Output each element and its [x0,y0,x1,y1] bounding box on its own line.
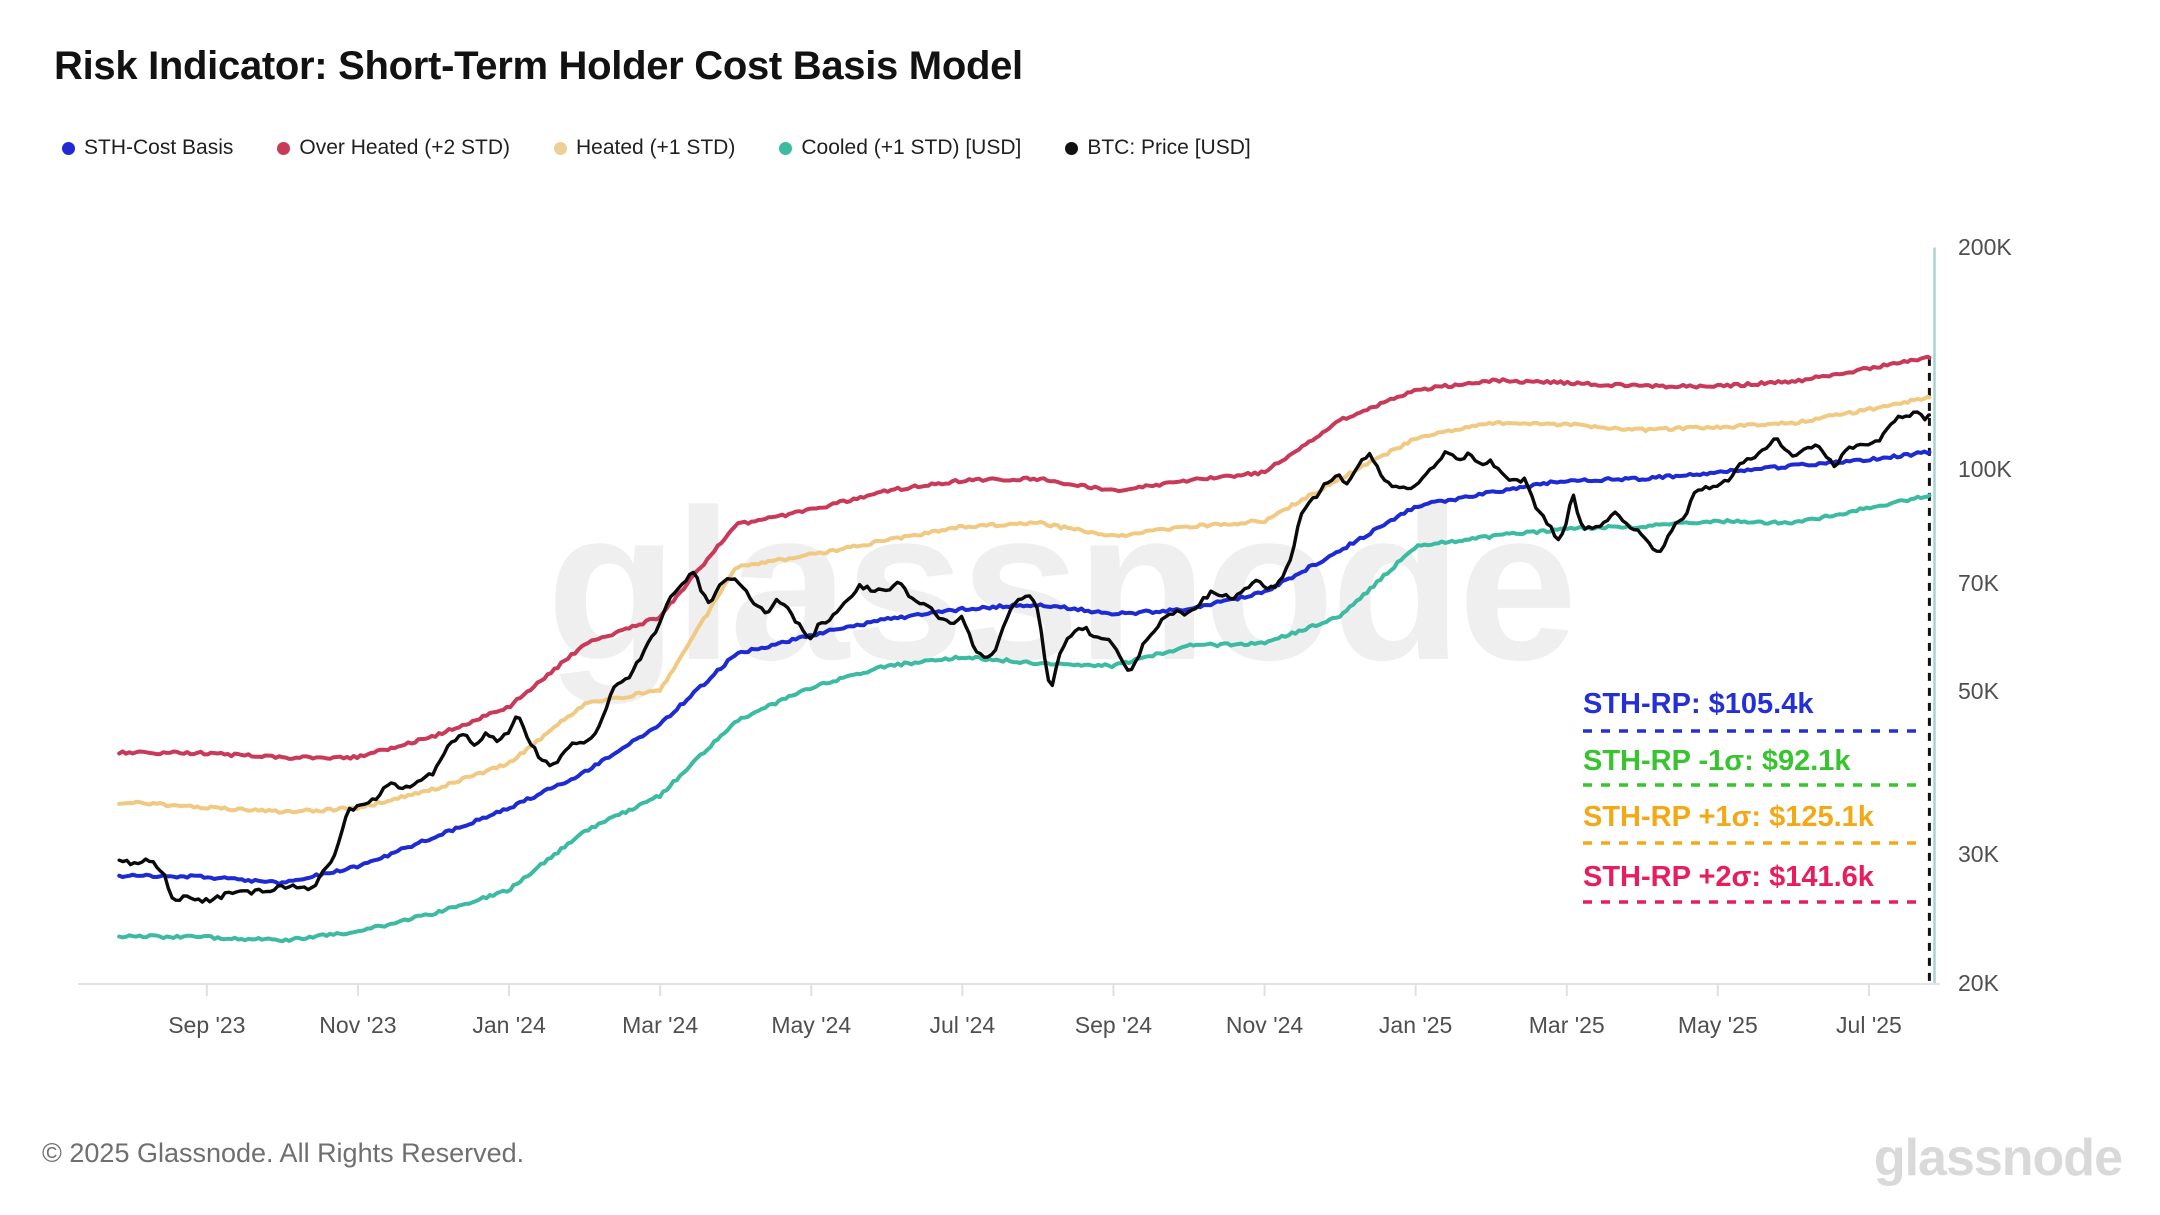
x-tick-label: Mar '24 [622,1012,699,1038]
annotation-sth-rp: STH-RP: $105.4k [1583,688,1814,720]
x-tick-label: Mar '25 [1528,1012,1605,1038]
y-tick-label: 20K [1958,970,1999,997]
legend-item-2[interactable]: Heated (+1 STD) [554,136,735,160]
y-tick-label: 50K [1958,677,1999,704]
series-btc-price-usd- [117,410,1932,904]
x-tick-label: Sep '24 [1074,1012,1153,1038]
legend-dot-icon [277,141,291,155]
x-tick-label: May '24 [771,1012,852,1038]
legend-dot-icon [554,141,568,155]
legend-item-label: Heated (+1 STD) [576,136,736,159]
y-tick-label: 30K [1958,840,1999,867]
glassnode-logo: glassnode [1873,1129,2123,1187]
legend-item-label: Cooled (+1 STD) [USD] [801,136,1022,159]
legend-dot-icon [779,141,793,155]
legend-item-1[interactable]: Over Heated (+2 STD) [277,136,510,160]
legend-item-4[interactable]: BTC: Price [USD] [1065,136,1251,160]
page-title: Risk Indicator: Short-Term Holder Cost B… [54,44,1023,88]
x-tick-label: Sep '23 [168,1012,246,1038]
annotation-sth-rp-minus-1sigma: STH-RP -1σ: $92.1k [1583,745,1851,777]
legend-dot-icon [1065,141,1079,155]
y-tick-label: 200K [1958,234,2012,261]
x-tick-label: Jan '25 [1378,1012,1453,1038]
x-tick-label: Jan '24 [472,1012,546,1038]
x-tick-label: Jul '24 [929,1012,996,1038]
legend-item-label: Over Heated (+2 STD) [299,136,511,159]
legend-item-0[interactable]: STH-Cost Basis [62,136,233,160]
series-sth-cost-basis [117,449,1932,886]
annotation-sth-rp-plus-2sigma: STH-RP +2σ: $141.6k [1583,861,1874,893]
series-over-heated-2-std- [117,354,1932,761]
chart-legend: STH-Cost Basis Over Heated (+2 STD) Heated… [62,136,1251,160]
series-heated-1-std- [117,394,1932,815]
x-tick-label: May '25 [1677,1012,1758,1038]
x-tick-label: Jul '25 [1836,1012,1902,1038]
annotation-sth-rp-plus-1sigma: STH-RP +1σ: $125.1k [1583,801,1874,833]
footer-copyright: © 2025 Glassnode. All Rights Reserved. [42,1138,525,1168]
legend-item-label: STH-Cost Basis [84,136,234,159]
y-tick-label: 70K [1958,570,1999,596]
legend-item-label: BTC: Price [USD] [1087,136,1251,159]
y-tick-label: 100K [1958,456,2012,482]
x-tick-label: Nov '23 [319,1012,397,1038]
legend-dot-icon [62,141,75,155]
x-tick-label: Nov '24 [1225,1012,1304,1038]
legend-item-3[interactable]: Cooled (+1 STD) [USD] [779,136,1021,160]
